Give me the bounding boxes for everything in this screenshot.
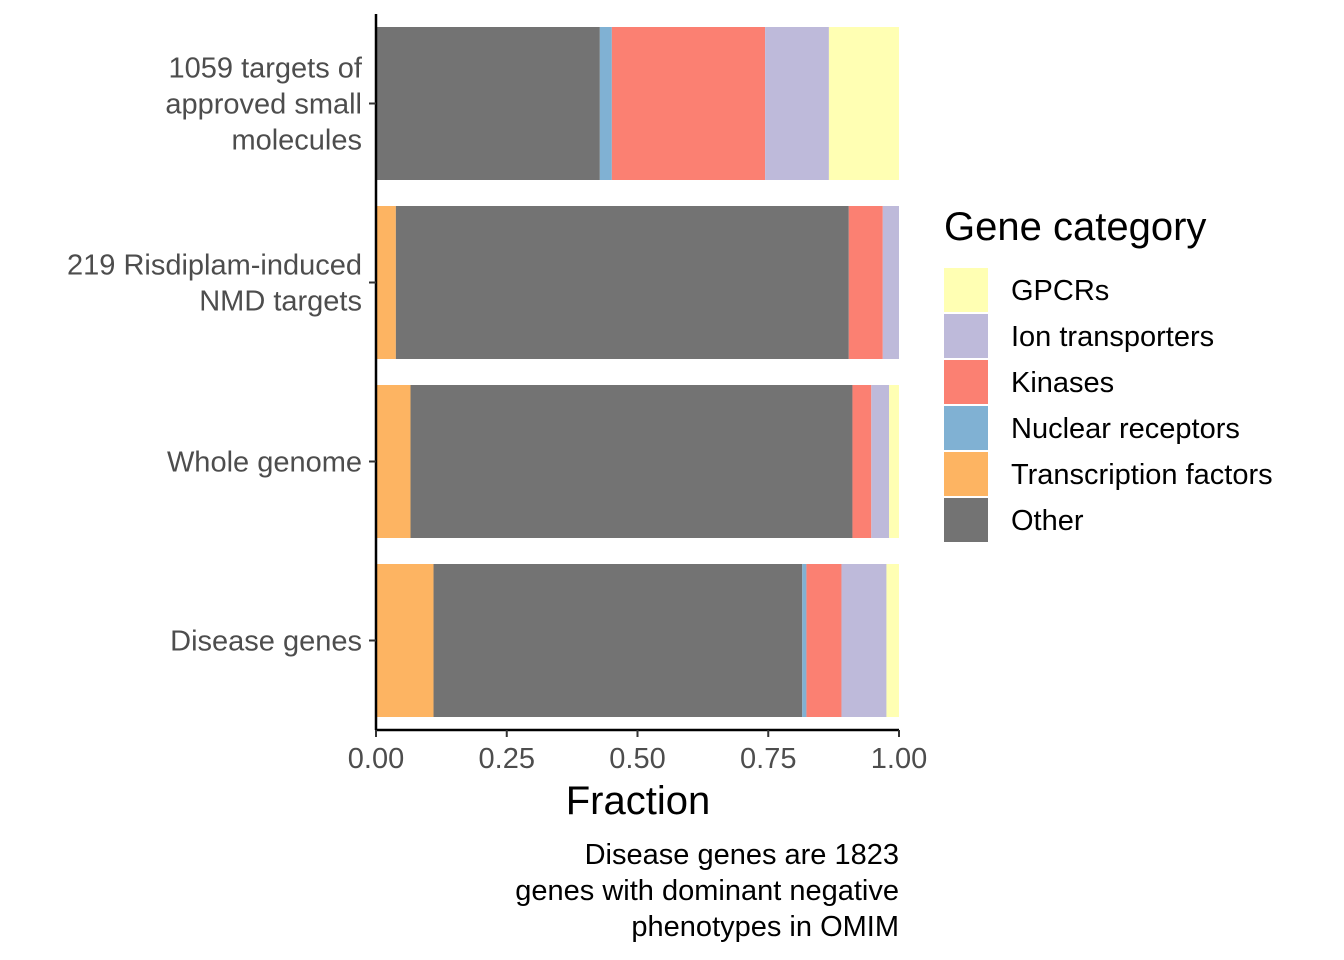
bar-segment-ion-transporters-1 [882, 206, 899, 359]
bar-segment-transcription-factors-2 [376, 385, 411, 538]
bar-segment-nuclear-receptors-0 [599, 27, 612, 180]
legend-label: Transcription factors [1011, 459, 1273, 491]
y-tick-label: 219 Risdiplam-induced [67, 250, 362, 282]
bar-segment-gpcrs-3 [886, 564, 899, 717]
bar-segment-nuclear-receptors-3 [802, 564, 807, 717]
x-axis-title: Fraction [566, 779, 711, 823]
bar-segment-other-0 [376, 27, 600, 180]
x-tick-label: 0.50 [609, 743, 665, 775]
bar-segment-ion-transporters-3 [841, 564, 887, 717]
y-tick-label: Disease genes [170, 626, 362, 658]
legend-label: Nuclear receptors [1011, 413, 1240, 445]
y-tick-label: 1059 targets of [169, 53, 363, 85]
bar-segment-transcription-factors-1 [376, 206, 396, 359]
legend-label: GPCRs [1011, 275, 1109, 307]
bar-segment-other-2 [410, 385, 853, 538]
x-tick-label: 0.75 [740, 743, 796, 775]
legend: Gene category GPCRs Ion transporters Kinas… [944, 205, 1273, 542]
bar-segment-other-3 [433, 564, 803, 717]
bar-segment-kinases-2 [852, 385, 872, 538]
legend-title: Gene category [944, 205, 1206, 249]
legend-label: Kinases [1011, 367, 1114, 399]
legend-swatch-gpcrs [944, 268, 988, 312]
bar-segment-gpcrs-2 [889, 385, 899, 538]
y-axis: 1059 targets of approved small molecules 21… [67, 14, 378, 730]
caption-line: genes with dominant negative [515, 875, 899, 907]
legend-label: Other [1011, 505, 1084, 537]
bars-layer [376, 27, 899, 717]
bar-segment-gpcrs-0 [828, 27, 899, 180]
bar-segment-ion-transporters-0 [765, 27, 829, 180]
x-tick-label: 1.00 [871, 743, 927, 775]
y-tick-label: molecules [231, 125, 362, 157]
legend-swatch-ion-transporters [944, 314, 988, 358]
x-axis: 0.00 0.25 0.50 0.75 1.00 [348, 728, 927, 775]
legend-label: Ion transporters [1011, 321, 1214, 353]
legend-swatch-transcription-factors [944, 452, 988, 496]
x-tick-label: 0.00 [348, 743, 404, 775]
bar-segment-kinases-0 [611, 27, 766, 180]
legend-swatch-nuclear-receptors [944, 406, 988, 450]
bar-segment-other-1 [395, 206, 849, 359]
caption: Disease genes are 1823 genes with dominan… [515, 839, 899, 943]
bar-segment-transcription-factors-3 [376, 564, 434, 717]
x-tick-label: 0.25 [479, 743, 535, 775]
legend-swatch-kinases [944, 360, 988, 404]
bar-segment-kinases-1 [848, 206, 883, 359]
bar-segment-kinases-3 [806, 564, 842, 717]
caption-line: Disease genes are 1823 [585, 839, 899, 871]
legend-swatch-other [944, 498, 988, 542]
y-tick-label: approved small [165, 89, 362, 121]
caption-line: phenotypes in OMIM [631, 911, 899, 943]
y-tick-label: Whole genome [167, 447, 362, 479]
bar-segment-ion-transporters-2 [871, 385, 890, 538]
y-tick-label: NMD targets [199, 286, 362, 318]
